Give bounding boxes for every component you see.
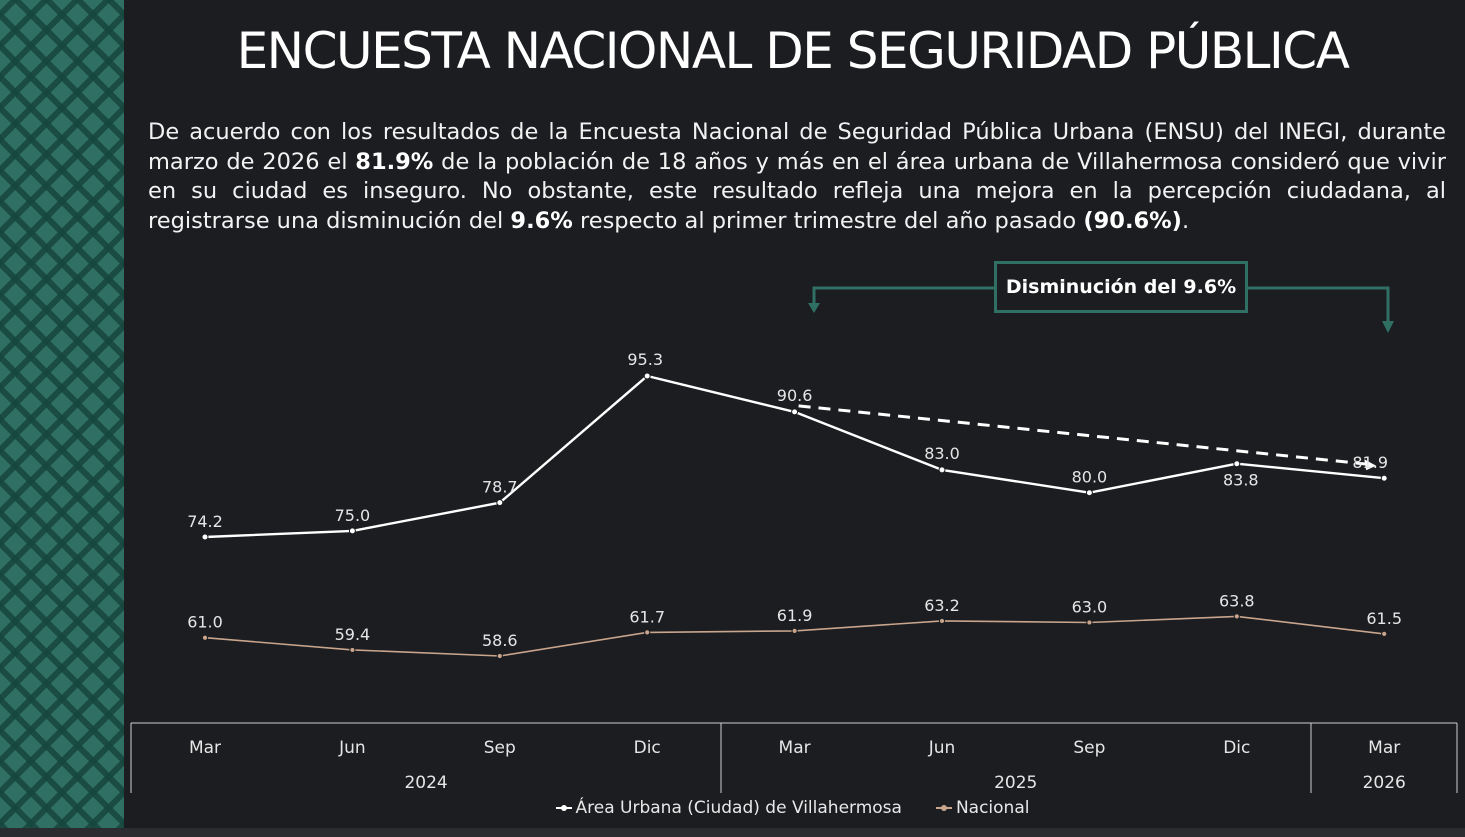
point-urbana-2: [496, 499, 504, 507]
point-urbana-5: [938, 466, 946, 474]
year-group-label-0: 2024: [404, 773, 447, 793]
data-label-urbana-7: 83.8: [1223, 471, 1259, 490]
point-urbana-4: [791, 408, 799, 416]
point-urbana-3: [643, 372, 651, 380]
data-label-nacional-2: 58.6: [482, 631, 518, 650]
point-nacional-0: [201, 634, 209, 641]
legend-swatch-urbana: [555, 805, 572, 811]
data-label-urbana-1: 75.0: [335, 506, 371, 525]
intro-text-1: De acuerdo con los resultados de la Encu…: [148, 119, 1446, 175]
decorative-pattern-band: [0, 0, 124, 828]
intro-paragraph: De acuerdo con los resultados de la Encu…: [148, 118, 1446, 236]
data-label-nacional-5: 63.2: [924, 596, 960, 615]
year-group-label-2: 2026: [1363, 773, 1406, 793]
legend-label-nacional: Nacional: [955, 798, 1030, 818]
data-label-urbana-3: 95.3: [627, 350, 663, 369]
callout-label: Disminución del 9.6%: [1005, 276, 1237, 298]
intro-text-2: de la población de 18 años y más en el á…: [148, 148, 1446, 234]
data-label-urbana-4: 90.6: [777, 386, 813, 405]
legend-label-urbana: Área Urbana (Ciudad) de Villahermosa: [575, 798, 902, 818]
data-label-nacional-4: 61.9: [777, 606, 813, 625]
point-nacional-2: [496, 652, 503, 660]
data-label-nacional-3: 61.7: [629, 607, 665, 626]
point-nacional-1: [349, 646, 356, 654]
x-tick-label-3: Dic: [634, 738, 661, 758]
legend-item-nacional: Nacional: [935, 798, 1030, 818]
chart-legend: Área Urbana (Ciudad) de Villahermosa Nac…: [130, 798, 1455, 818]
legend-swatch-nacional: [935, 805, 952, 811]
x-tick-label-0: Mar: [189, 738, 221, 758]
data-label-urbana-2: 78.7: [482, 478, 518, 497]
point-urbana-7: [1233, 460, 1241, 468]
point-nacional-8: [1381, 630, 1388, 638]
data-label-urbana-0: 74.2: [187, 512, 223, 531]
data-label-urbana-5: 83.0: [924, 444, 960, 463]
data-label-nacional-8: 61.5: [1366, 609, 1402, 628]
intro-text-4: .: [1181, 207, 1190, 234]
bottom-strip: [0, 828, 1465, 837]
point-nacional-7: [1233, 613, 1240, 620]
x-tick-label-4: Mar: [779, 738, 811, 758]
point-urbana-6: [1085, 489, 1093, 497]
x-axis-frame: [130, 722, 1458, 793]
x-tick-label-2: Sep: [484, 738, 516, 758]
data-label-nacional-1: 59.4: [335, 625, 371, 644]
point-urbana-1: [348, 527, 356, 535]
page-title: ENCUESTA NACIONAL DE SEGURIDAD PÚBLICA: [236, 22, 1350, 80]
point-nacional-4: [791, 627, 798, 634]
x-tick-label-7: Dic: [1223, 738, 1250, 758]
data-label-urbana-8: 81.9: [1352, 453, 1388, 472]
callout-bracket: [808, 286, 1394, 333]
year-group-label-1: 2025: [994, 773, 1037, 793]
point-urbana-8: [1380, 474, 1388, 482]
legend-item-urbana: Área Urbana (Ciudad) de Villahermosa: [555, 798, 902, 818]
intro-highlight-current: 81.9%: [355, 148, 434, 175]
data-label-nacional-7: 63.8: [1219, 591, 1255, 610]
decrease-callout: Disminución del 9.6%: [994, 261, 1248, 313]
x-tick-label-5: Jun: [928, 738, 956, 758]
point-nacional-5: [938, 617, 946, 625]
data-label-urbana-6: 80.0: [1072, 468, 1108, 487]
trend-arrow-head: [1364, 459, 1377, 471]
point-nacional-6: [1086, 619, 1093, 626]
data-label-nacional-0: 61.0: [187, 613, 223, 632]
point-urbana-0: [201, 533, 209, 541]
trend-dashed-line: [798, 404, 1369, 466]
intro-highlight-decrease: 9.6%: [510, 207, 573, 234]
x-tick-label-1: Jun: [338, 738, 366, 758]
x-tick-label-8: Mar: [1368, 738, 1400, 758]
intro-text-3: respecto al primer trimestre del año pas…: [572, 207, 1084, 234]
data-label-nacional-6: 63.0: [1072, 597, 1108, 616]
intro-highlight-previous: (90.6%): [1083, 207, 1182, 234]
x-tick-label-6: Sep: [1073, 738, 1105, 758]
point-nacional-3: [644, 629, 651, 636]
